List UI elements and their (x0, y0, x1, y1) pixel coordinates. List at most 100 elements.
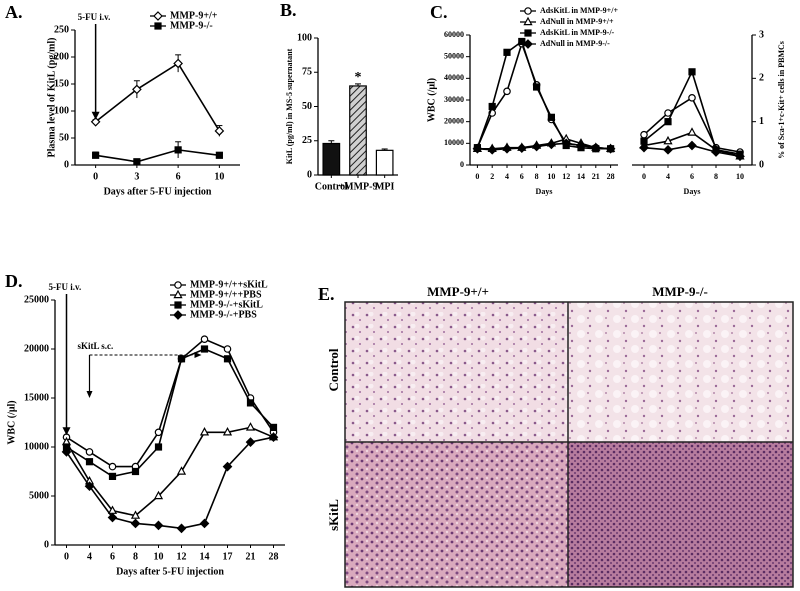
marker (132, 84, 142, 95)
marker (130, 518, 141, 529)
micrograph (345, 442, 568, 587)
marker (108, 472, 117, 480)
series-line (477, 142, 611, 151)
x-tick-label: 4 (505, 172, 509, 181)
x-tick-label: 4 (87, 551, 92, 562)
arrow-head (86, 391, 93, 398)
x-tick-label: 0 (93, 171, 98, 182)
panel-label: B. (280, 0, 297, 20)
marker (61, 447, 72, 457)
x-tick-label: 0 (642, 172, 646, 181)
x-tick-label: 8 (133, 551, 138, 562)
x-tick-label: 0 (475, 172, 479, 181)
x-tick-label: 28 (607, 172, 615, 181)
y-tick-label: 20000 (444, 116, 464, 125)
marker (503, 48, 511, 56)
marker (472, 143, 483, 154)
panel-label: D. (5, 271, 23, 291)
marker (664, 118, 672, 126)
legend-label: AdNull in MMP-9+/+ (540, 17, 614, 26)
series-line (476, 40, 611, 150)
marker (246, 399, 255, 407)
marker (223, 355, 232, 363)
y-tick-label: 50000 (444, 51, 464, 60)
x-axis-label: Days (684, 187, 701, 196)
legend-label: AdsKitL in MMP-9+/+ (540, 6, 618, 15)
marker (269, 423, 278, 431)
marker (131, 467, 140, 476)
panel-e: E. MMP-9+/+ MMP-9-/- Control sKitL (318, 284, 794, 588)
x-tick-label: 0 (64, 551, 69, 562)
y-tick-label: 20000 (24, 343, 49, 354)
x-tick-label: 21 (246, 551, 256, 562)
y-tick-label: 15000 (24, 392, 49, 403)
y2-axis-label: % of Sca-1+c-Kit+ cells in PBMCs (777, 41, 786, 159)
x-tick-label: 10 (547, 172, 555, 181)
y-tick-label: 0 (44, 539, 49, 550)
annotation: sKitL s.c. (78, 341, 114, 351)
panel-label: A. (5, 2, 23, 22)
series-line (477, 138, 611, 150)
legend-label: AdNull in MMP-9-/- (540, 39, 610, 48)
legend-marker (174, 301, 182, 309)
series-line (66, 348, 275, 478)
x-tick-label: 6 (520, 172, 524, 181)
y-axis-label: WBC (/μl) (6, 400, 17, 444)
marker (133, 158, 141, 166)
marker (268, 432, 279, 443)
x-tick-label: 6 (110, 551, 115, 562)
marker (487, 144, 498, 155)
y-tick-label: 10000 (444, 138, 464, 147)
x-tick-label: 14 (200, 551, 210, 562)
y-tick-label: 50 (59, 132, 69, 143)
marker (174, 146, 182, 154)
marker (108, 462, 117, 471)
marker (199, 427, 210, 436)
marker (85, 458, 94, 466)
marker (516, 143, 527, 153)
frame (344, 301, 794, 588)
y-tick-label: 0 (460, 160, 464, 169)
series-line (65, 436, 274, 530)
x-tick-label: 2 (490, 172, 494, 181)
bar (322, 142, 341, 176)
x-tick-label: 8 (535, 172, 539, 181)
legend-marker (173, 289, 183, 299)
legend-label: MMP-9+/++sKitL (190, 279, 268, 290)
marker (688, 68, 696, 76)
bar (349, 85, 367, 176)
y-tick-label: 60000 (444, 30, 464, 39)
marker (531, 141, 542, 152)
marker (222, 461, 233, 472)
marker (735, 151, 745, 162)
legend-label: MMP-9+/+ (170, 10, 218, 21)
column-label: MMP-9+/+ (427, 284, 489, 299)
y-tick-label: 150 (54, 78, 69, 89)
annotation: 5-FU i.v. (49, 282, 82, 292)
panel-label: C. (430, 2, 448, 22)
x-tick-label: 21 (592, 172, 600, 181)
marker (663, 144, 673, 155)
y-tick-label: 5000 (29, 490, 49, 501)
series-line (95, 149, 220, 163)
y-tick-label: 0 (307, 169, 312, 180)
marker (590, 142, 601, 153)
marker (84, 481, 95, 492)
row-label: sKitL (326, 499, 341, 531)
marker (561, 138, 572, 149)
marker (664, 109, 672, 117)
marker (222, 427, 233, 436)
legend-label: AdsKitL in MMP-9-/- (540, 28, 615, 37)
marker (85, 448, 94, 456)
annotation: * (355, 70, 362, 85)
y-tick-label: 100 (54, 105, 69, 116)
y-axis-label: Plasma level of KitL (pg/ml) (46, 38, 57, 158)
marker (173, 58, 183, 69)
legend-marker (173, 310, 183, 320)
x-axis-label: Days after 5-FU injection (116, 566, 224, 577)
x-tick-label: 12 (177, 551, 187, 562)
legend-label: MMP-9+/++PBS (190, 289, 262, 300)
marker (546, 139, 557, 150)
micrograph (568, 442, 793, 587)
